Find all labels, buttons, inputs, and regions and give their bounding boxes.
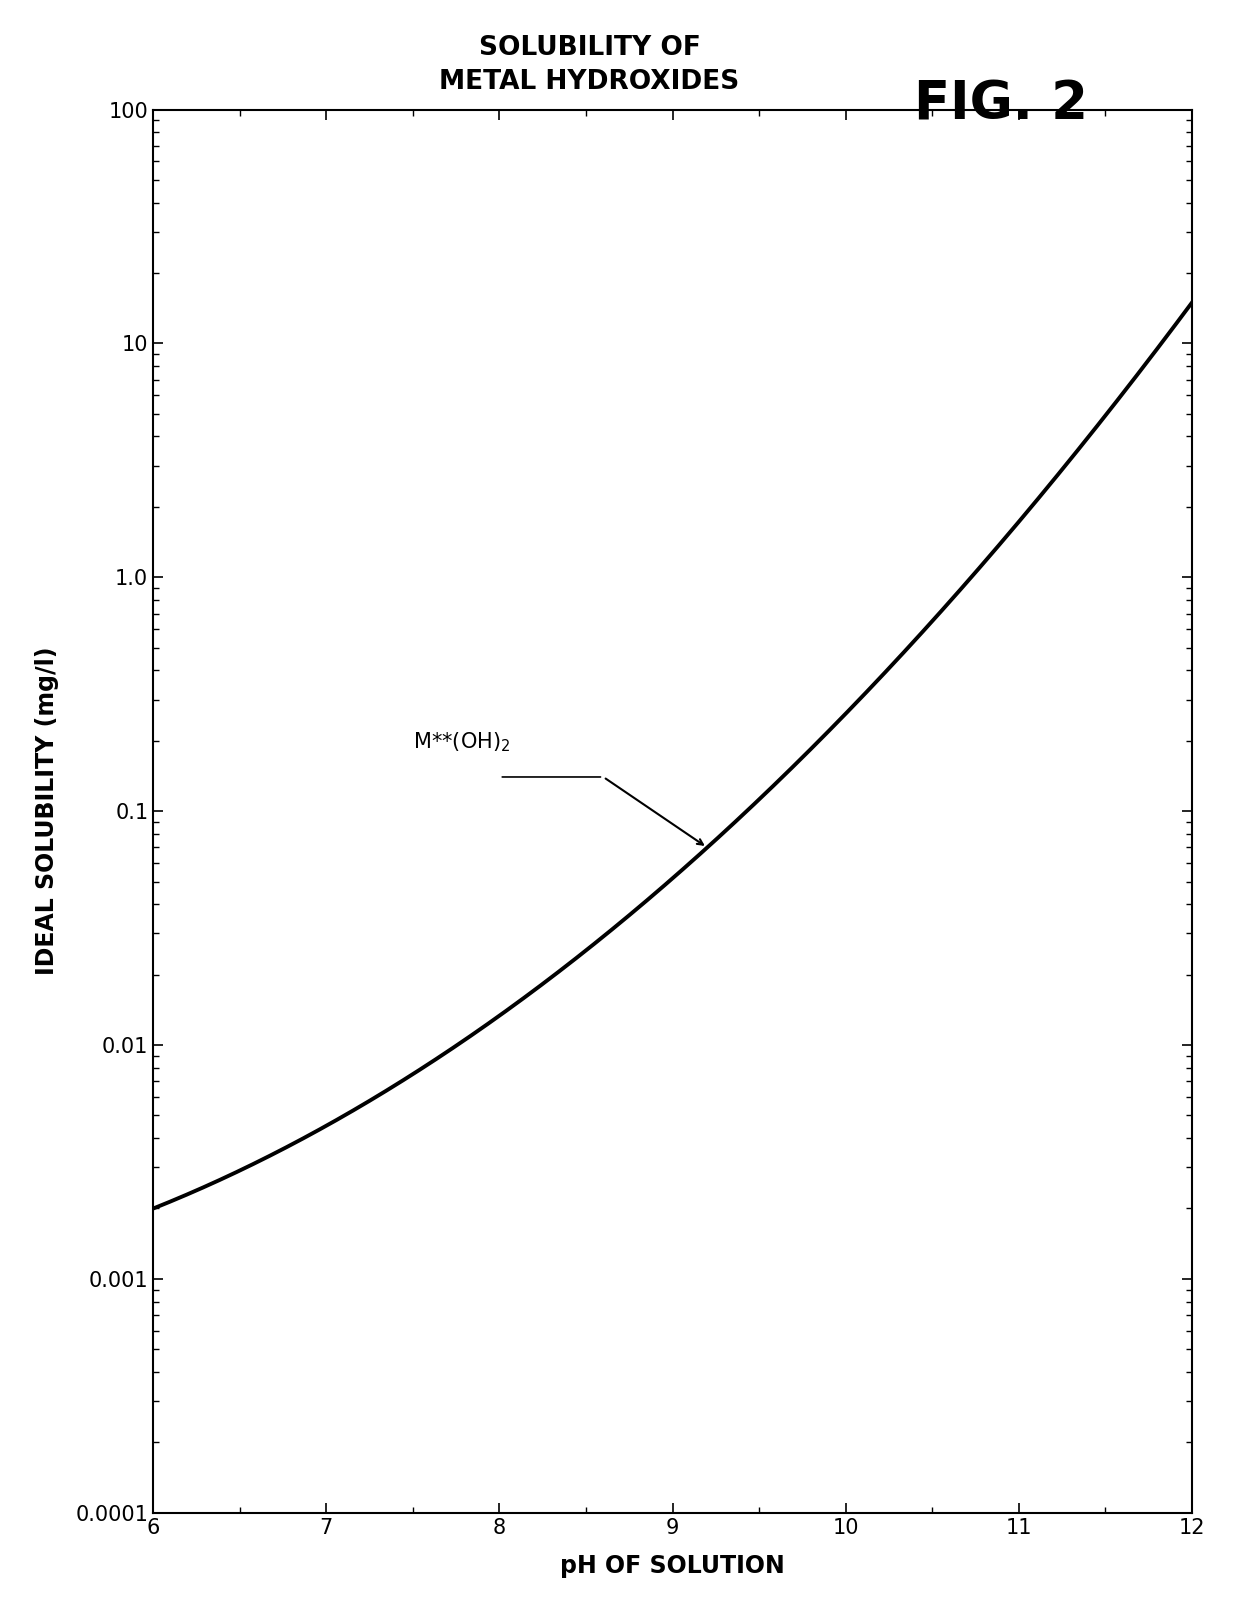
Text: FIG. 2: FIG. 2: [914, 79, 1087, 131]
Y-axis label: IDEAL SOLUBILITY (mg/l): IDEAL SOLUBILITY (mg/l): [35, 647, 58, 976]
Text: M**(OH)$_2$: M**(OH)$_2$: [413, 731, 510, 755]
X-axis label: pH OF SOLUTION: pH OF SOLUTION: [560, 1555, 785, 1578]
Title: SOLUBILITY OF
METAL HYDROXIDES: SOLUBILITY OF METAL HYDROXIDES: [439, 35, 739, 95]
